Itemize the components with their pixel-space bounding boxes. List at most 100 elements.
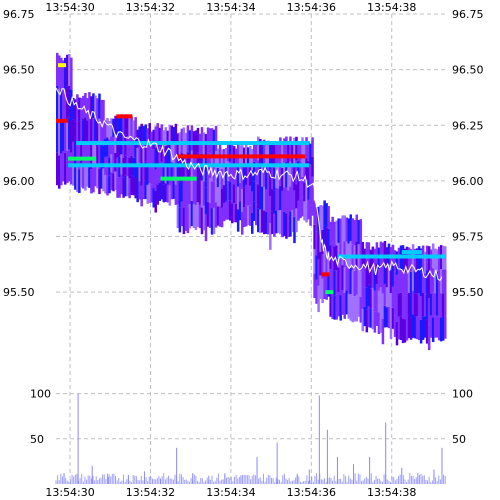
depth-cell: [275, 210, 278, 234]
depth-cell: [305, 179, 308, 202]
depth-cell: [333, 221, 336, 247]
depth-cell: [80, 142, 83, 165]
depth-cell: [126, 116, 129, 137]
depth-cell: [228, 161, 232, 182]
depth-cell: [118, 177, 121, 198]
depth-cell: [273, 167, 276, 191]
depth-cell: [204, 214, 208, 242]
depth-cell: [337, 267, 340, 292]
depth-cell: [301, 137, 304, 158]
depth-cell: [303, 182, 306, 202]
depth-cell: [349, 240, 353, 268]
depth-cell: [174, 164, 178, 185]
depth-cell: [359, 270, 363, 297]
depth-cell: [128, 137, 131, 158]
depth-cell: [102, 99, 105, 123]
depth-cell: [287, 190, 290, 214]
depth-cell: [301, 196, 304, 217]
depth-cell: [351, 296, 355, 323]
depth-cell: [401, 318, 405, 344]
depth-cell: [303, 201, 306, 221]
depth-cell: [200, 127, 204, 154]
depth-cell: [234, 203, 238, 223]
depth-cell: [64, 152, 67, 185]
depth-cell: [140, 165, 143, 186]
depth-cell: [389, 270, 393, 294]
depth-cell: [238, 201, 242, 221]
depth-cell: [435, 249, 439, 272]
x-tick-label-bottom: 13:54:30: [45, 486, 94, 499]
depth-cell: [148, 143, 151, 164]
depth-cell: [371, 308, 375, 330]
depth-cell: [393, 293, 397, 316]
depth-cell: [248, 205, 252, 226]
depth-cell: [76, 143, 79, 168]
depth-cell: [307, 180, 310, 200]
depth-cell: [317, 285, 320, 313]
depth-cell: [283, 187, 286, 212]
depth-cell: [130, 116, 133, 137]
depth-cell: [401, 294, 405, 319]
depth-cell: [303, 163, 306, 183]
depth-cell: [174, 123, 178, 145]
depth-cell: [415, 293, 419, 317]
depth-cell: [102, 145, 105, 169]
depth-cell: [154, 126, 158, 148]
depth-cell: [82, 118, 85, 143]
depth-cell: [295, 208, 298, 233]
depth-cell: [361, 241, 365, 265]
depth-cell: [433, 315, 437, 338]
depth-cell: [269, 169, 272, 197]
depth-cell: [246, 205, 250, 226]
depth-cell: [413, 293, 417, 317]
depth-cell: [196, 202, 200, 227]
depth-cell: [112, 173, 115, 192]
depth-cell: [283, 162, 286, 188]
depth-cell: [68, 117, 71, 150]
depth-cell: [124, 175, 127, 197]
depth-cell: [325, 203, 328, 228]
depth-cell: [70, 121, 73, 153]
depth-cell: [311, 196, 314, 216]
depth-cell: [279, 210, 282, 235]
depth-cell: [204, 187, 208, 215]
depth-cell: [78, 97, 81, 122]
depth-cell: [251, 212, 254, 234]
depth-cell: [275, 142, 278, 166]
depth-cell: [244, 143, 248, 165]
x-tick-label-top: 13:54:34: [206, 1, 255, 14]
depth-cell: [299, 179, 302, 199]
depth-cell: [74, 144, 77, 168]
depth-cell: [246, 186, 250, 206]
price-tick-label-left: 95.50: [3, 286, 35, 299]
depth-cell: [236, 164, 240, 187]
depth-cell: [190, 175, 194, 202]
depth-cell: [381, 267, 385, 294]
depth-cell: [289, 211, 292, 237]
depth-cell: [146, 147, 149, 166]
depth-cell: [389, 293, 393, 316]
depth-cell: [234, 185, 238, 204]
depth-cell: [150, 149, 153, 168]
depth-cell: [216, 187, 220, 207]
depth-cell: [289, 161, 292, 187]
depth-cell: [279, 185, 282, 211]
depth-cell: [257, 184, 260, 209]
depth-cell: [291, 143, 294, 166]
depth-cell: [166, 184, 170, 203]
depth-cell: [228, 200, 232, 221]
depth-cell: [182, 154, 186, 181]
depth-cell: [240, 211, 244, 235]
depth-cell: [339, 269, 342, 296]
depth-cell: [128, 117, 131, 138]
depth-cell: [385, 307, 389, 328]
depth-cell: [363, 268, 367, 288]
depth-cell: [154, 191, 158, 213]
depth-cell: [162, 184, 166, 203]
depth-cell: [305, 137, 308, 159]
depth-cell: [120, 114, 123, 135]
depth-cell: [293, 164, 296, 191]
depth-cell: [84, 166, 87, 191]
depth-cell: [132, 120, 135, 140]
depth-cell: [353, 270, 357, 297]
